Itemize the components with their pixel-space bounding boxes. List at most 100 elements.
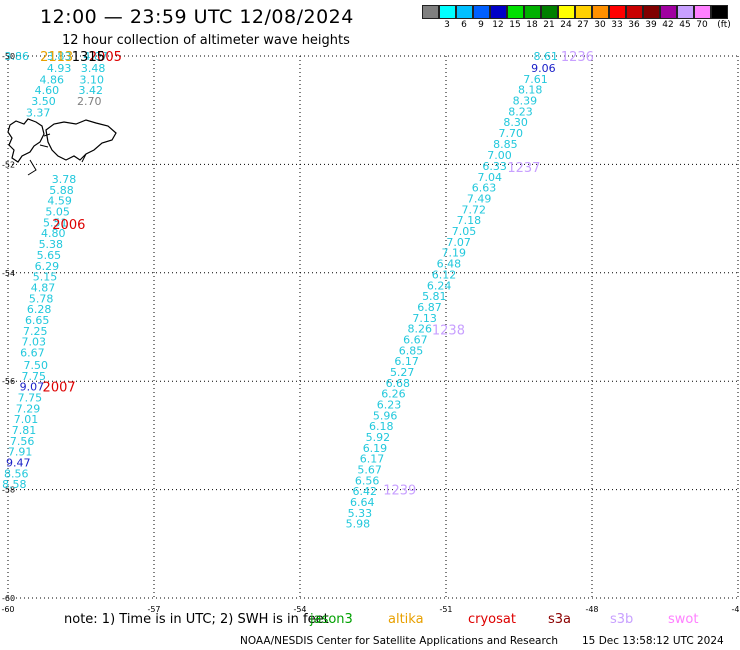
wave-height-value: 3.86 [5, 50, 30, 63]
wave-height-value: 6.19 [363, 442, 388, 455]
wave-height-value: 6.17 [360, 453, 385, 466]
wave-height-value: 6.48 [437, 258, 462, 271]
wave-height-value: 6.28 [27, 303, 52, 316]
legend-swatches [422, 5, 728, 19]
wave-height-value: 5.15 [33, 271, 58, 284]
wave-height-value: 6.64 [350, 496, 375, 509]
wave-height-value: 6.29 [35, 260, 60, 273]
satellite-label-cryosat: cryosat [468, 612, 516, 627]
lon-tick-label: -57 [147, 605, 160, 614]
lat-tick-label: -50 [2, 52, 15, 61]
wave-height-value: 8.39 [513, 94, 538, 107]
wave-height-value: 6.56 [355, 474, 380, 487]
wave-height-value: 6.26 [381, 388, 406, 401]
wave-height-value: 6.67 [20, 346, 45, 359]
lat-tick-label: -52 [2, 160, 15, 169]
wave-height-value: 6.63 [472, 182, 497, 195]
wave-height-value: 7.01 [14, 413, 39, 426]
wave-height-value: 5.33 [348, 507, 373, 520]
wave-height-value: 7.81 [12, 424, 37, 437]
wave-height-value: 4.86 [40, 73, 65, 86]
wave-height-value: 6.24 [427, 279, 452, 292]
wave-height-value: 7.18 [457, 214, 482, 227]
satellite-label-s3a: s3a [548, 612, 572, 627]
legend-swatch [677, 5, 694, 19]
legend-tick-label: 15 [509, 20, 521, 30]
wave-height-value: 5.65 [37, 249, 62, 262]
wave-height-value: 4.87 [31, 281, 56, 294]
wave-height-value: 7.75 [22, 370, 47, 383]
legend-tick-label: 70 [696, 20, 708, 30]
legend-tick-label: 21 [543, 20, 555, 30]
wave-height-value: 8.85 [493, 138, 518, 151]
east-falkland-outline [45, 119, 117, 161]
lat-tick-label: -58 [2, 486, 15, 495]
wave-height-value: 6.23 [377, 399, 402, 412]
wave-height-value: 5.05 [45, 206, 70, 219]
wave-height-value: 7.05 [452, 225, 477, 238]
legend-swatch [626, 5, 643, 19]
wave-height-value: 5.51 [43, 216, 68, 229]
track-time-label: 2007 [43, 381, 76, 396]
legend-swatch [422, 5, 439, 19]
wave-height-value: 9.06 [531, 62, 556, 75]
wave-height-value: 3.42 [78, 84, 103, 97]
wave-height-value: 6.65 [25, 314, 50, 327]
wave-height-value: 3.48 [81, 62, 106, 75]
wave-height-value: 7.13 [412, 312, 437, 325]
wave-height-value: 6.68 [386, 377, 411, 390]
satellite-label-s3b: s3b [610, 612, 634, 627]
wave-height-value: 4.60 [35, 84, 60, 97]
wave-height-value: 7.61 [523, 73, 548, 86]
generated-timestamp: 15 Dec 13:58:12 UTC 2024 [582, 635, 724, 647]
legend-swatch [660, 5, 677, 19]
wave-height-value: 7.04 [478, 171, 503, 184]
legend-tick-label: 39 [645, 20, 657, 30]
track-time-label: 2005 [89, 50, 122, 65]
axis-tick-labels: -60 -57 -54 -51 -48 -45 -50 -52 -54 -56 -58 -60 [1, 52, 740, 614]
wave-height-value: 4.80 [41, 227, 66, 240]
satellite-label-swot: swot [668, 612, 699, 627]
wave-height-value: 8.23 [508, 105, 533, 118]
legend-tick-label: 9 [478, 20, 484, 30]
track-time-label: 2113 [40, 50, 73, 65]
wave-height-value: 7.00 [487, 149, 512, 162]
wave-height-value: 6.18 [369, 420, 394, 433]
lon-tick-label: -54 [293, 605, 306, 614]
legend-tick-label: 42 [662, 20, 674, 30]
lat-tick-label: -54 [2, 269, 15, 278]
track-time-label: 2006 [52, 218, 85, 233]
legend-tick-label: 30 [594, 20, 606, 30]
satellite-label-altika: altika [388, 612, 424, 627]
wave-height-value: 7.25 [23, 325, 48, 338]
wave-height-value: 9.07 [20, 381, 45, 394]
footer-note: note: 1) Time is in UTC; 2) SWH is in fe… [64, 612, 329, 627]
wave-height-value: 5.98 [346, 518, 371, 531]
wave-height-value: 7.29 [16, 402, 41, 415]
legend-swatch [575, 5, 592, 19]
wave-height-value: 5.92 [366, 431, 391, 444]
legend-tick-label: 6 [461, 20, 467, 30]
legend-swatch [473, 5, 490, 19]
lon-tick-label: -51 [439, 605, 452, 614]
wave-height-value: 4.93 [47, 62, 72, 75]
legend-tick-label: 45 [679, 20, 691, 30]
credit-line: NOAA/NESDIS Center for Satellite Applica… [240, 635, 558, 647]
legend-swatch [592, 5, 609, 19]
track-time-label: 1315 [72, 50, 105, 65]
lat-lon-grid [7, 55, 739, 599]
wave-height-values: 3.86 3.834.934.864.603.503.37 3.785.884.59… [2, 50, 558, 531]
legend-swatch [490, 5, 507, 19]
wave-height-value: 6.33 [482, 160, 507, 173]
wave-height-value: 3.37 [26, 106, 51, 119]
wave-height-value: 7.49 [467, 193, 492, 206]
legend-tick-label: 27 [577, 20, 589, 30]
legend-tick-label: 12 [492, 20, 504, 30]
track-time-label: 1236 [561, 50, 594, 65]
legend-tick-label: 24 [560, 20, 572, 30]
wave-height-value: 8.18 [518, 84, 543, 97]
lon-tick-label: -60 [1, 605, 14, 614]
satellite-label-jason3: jason3 [310, 612, 353, 627]
